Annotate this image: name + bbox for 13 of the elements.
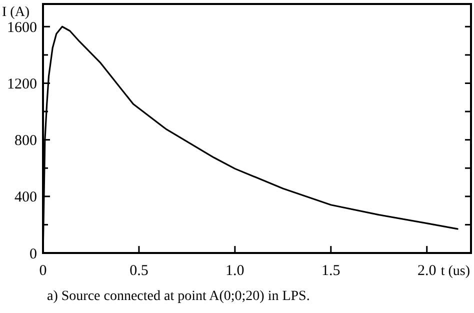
y-tick-label: 1200 <box>7 76 37 92</box>
x-tick-label: 2.0 <box>417 263 436 279</box>
y-tick-label: 400 <box>14 190 37 206</box>
text: a) Source connected at point A(0;0;20) in LPS. <box>47 289 310 304</box>
x-tick-label: 0.5 <box>130 263 148 279</box>
y-tick-label: 0 <box>30 246 37 262</box>
y-axis-title: I (A) <box>2 5 30 20</box>
x-tick-label: 1.5 <box>322 263 340 279</box>
y-tick-label: 800 <box>14 133 37 150</box>
y-tick-label: 1600 <box>7 20 37 36</box>
x-tick-label: 1.0 <box>226 263 244 279</box>
x-axis-title: t (us) <box>440 264 470 279</box>
x-tick-label: 0 <box>39 263 47 279</box>
